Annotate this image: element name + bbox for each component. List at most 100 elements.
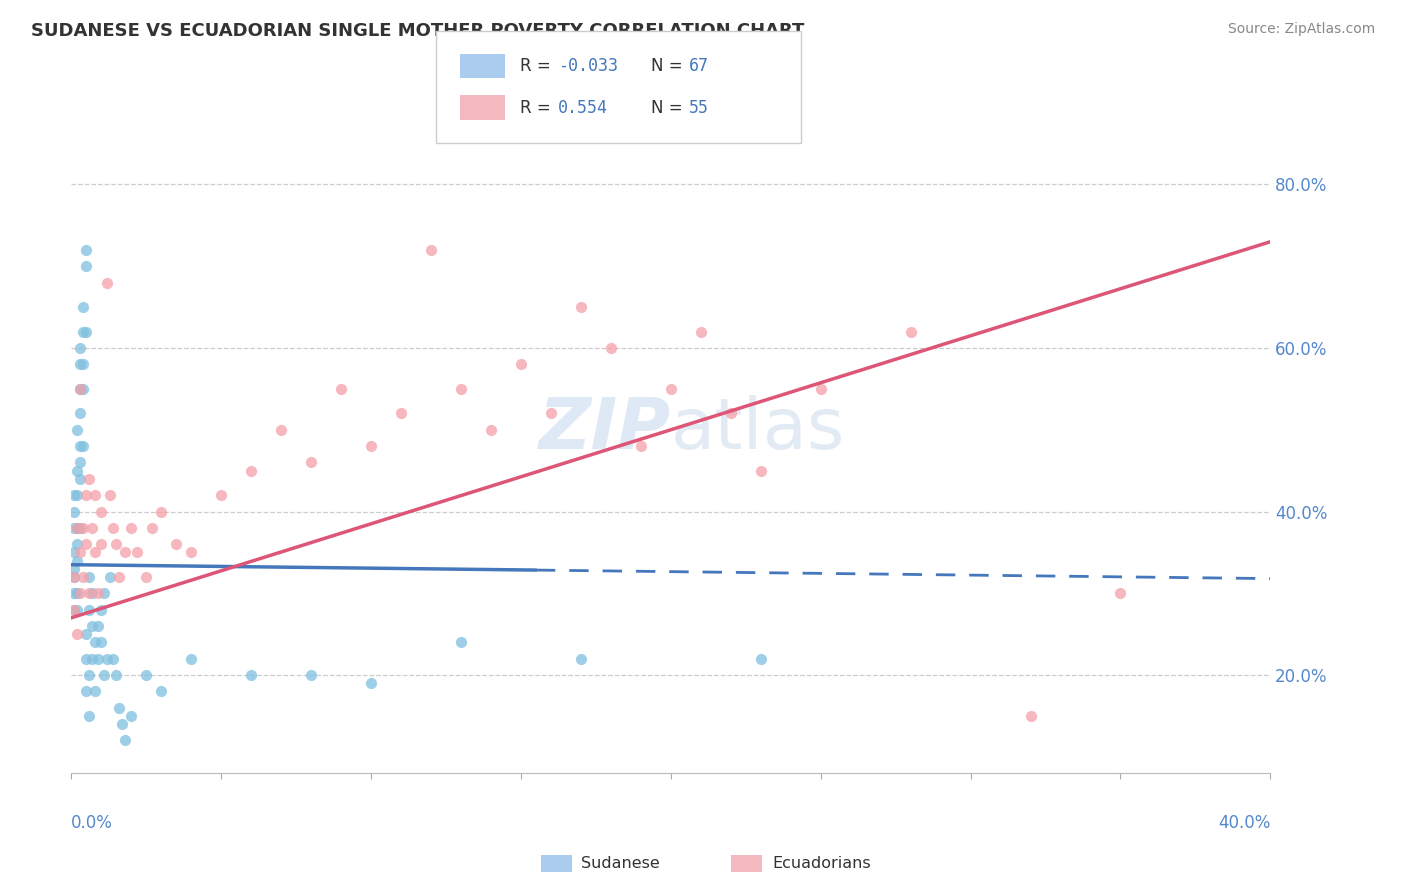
Point (84, 488, 107, 502)
Point (82, 586, 104, 600)
Text: 55: 55 (689, 99, 709, 117)
Point (108, 700, 131, 714)
Text: N =: N = (651, 57, 688, 75)
Point (66, 627, 89, 641)
Point (90, 504, 112, 518)
Point (72, 357, 94, 371)
Point (150, 684, 173, 698)
Point (87, 586, 110, 600)
Point (360, 676, 382, 690)
Point (299, 668, 322, 682)
Point (72, 439, 94, 453)
Point (540, 406, 562, 420)
Point (450, 382, 472, 396)
Point (72, 300, 94, 314)
Point (66, 602, 89, 616)
Point (141, 521, 163, 535)
Point (96, 651, 118, 665)
Point (63, 570, 86, 584)
Point (75, 243, 97, 257)
Point (135, 668, 157, 682)
Point (69, 357, 91, 371)
Point (66, 521, 89, 535)
Point (66, 521, 89, 535)
Point (509, 357, 531, 371)
Point (82, 521, 104, 535)
Point (75, 259, 97, 273)
Point (120, 709, 142, 723)
Text: R =: R = (520, 57, 557, 75)
Point (240, 668, 263, 682)
Point (63, 602, 86, 616)
Point (1019, 709, 1042, 723)
Point (569, 651, 592, 665)
Text: 0.0%: 0.0% (72, 814, 112, 832)
Text: N =: N = (651, 99, 688, 117)
Point (135, 570, 157, 584)
Point (98, 570, 121, 584)
Text: 67: 67 (689, 57, 709, 75)
Point (111, 717, 134, 731)
Point (900, 325, 922, 339)
Text: Source: ZipAtlas.com: Source: ZipAtlas.com (1227, 22, 1375, 37)
Point (66, 537, 89, 551)
Point (90, 602, 112, 616)
Point (77, 472, 100, 486)
Point (69, 472, 91, 486)
Point (69, 586, 91, 600)
Point (63, 545, 86, 559)
Text: R =: R = (520, 99, 561, 117)
Point (63, 521, 86, 535)
Point (69, 382, 91, 396)
Point (114, 545, 136, 559)
Point (66, 464, 89, 478)
Point (105, 537, 128, 551)
Text: 0.554: 0.554 (558, 99, 609, 117)
Point (69, 439, 91, 453)
Point (180, 651, 202, 665)
Point (77, 709, 100, 723)
Point (96, 276, 118, 290)
Point (479, 423, 502, 437)
Point (209, 488, 232, 502)
Point (150, 504, 173, 518)
Point (87, 619, 110, 633)
Point (72, 325, 94, 339)
Point (720, 406, 742, 420)
Point (749, 651, 772, 665)
Point (66, 488, 89, 502)
Point (66, 586, 89, 600)
Point (77, 602, 100, 616)
Point (69, 545, 91, 559)
Point (75, 627, 97, 641)
Point (689, 325, 711, 339)
Point (69, 455, 91, 469)
Point (84, 684, 107, 698)
Point (108, 570, 131, 584)
Point (63, 570, 86, 584)
Point (569, 300, 592, 314)
Point (66, 423, 89, 437)
Point (63, 488, 86, 502)
Point (103, 521, 125, 535)
Point (659, 382, 682, 396)
Point (77, 668, 100, 682)
Point (82, 651, 104, 665)
Point (82, 619, 104, 633)
Point (69, 521, 91, 535)
Text: SUDANESE VS ECUADORIAN SINGLE MOTHER POVERTY CORRELATION CHART: SUDANESE VS ECUADORIAN SINGLE MOTHER POV… (31, 22, 804, 40)
Point (72, 382, 94, 396)
Point (66, 553, 89, 567)
Point (180, 545, 202, 559)
Point (93, 668, 115, 682)
Point (450, 635, 472, 649)
Point (69, 382, 91, 396)
Point (749, 464, 772, 478)
Point (69, 406, 91, 420)
Point (299, 455, 322, 469)
Text: ZIP: ZIP (538, 395, 671, 464)
Point (75, 537, 97, 551)
Point (330, 382, 353, 396)
Point (105, 668, 128, 682)
Point (270, 423, 292, 437)
